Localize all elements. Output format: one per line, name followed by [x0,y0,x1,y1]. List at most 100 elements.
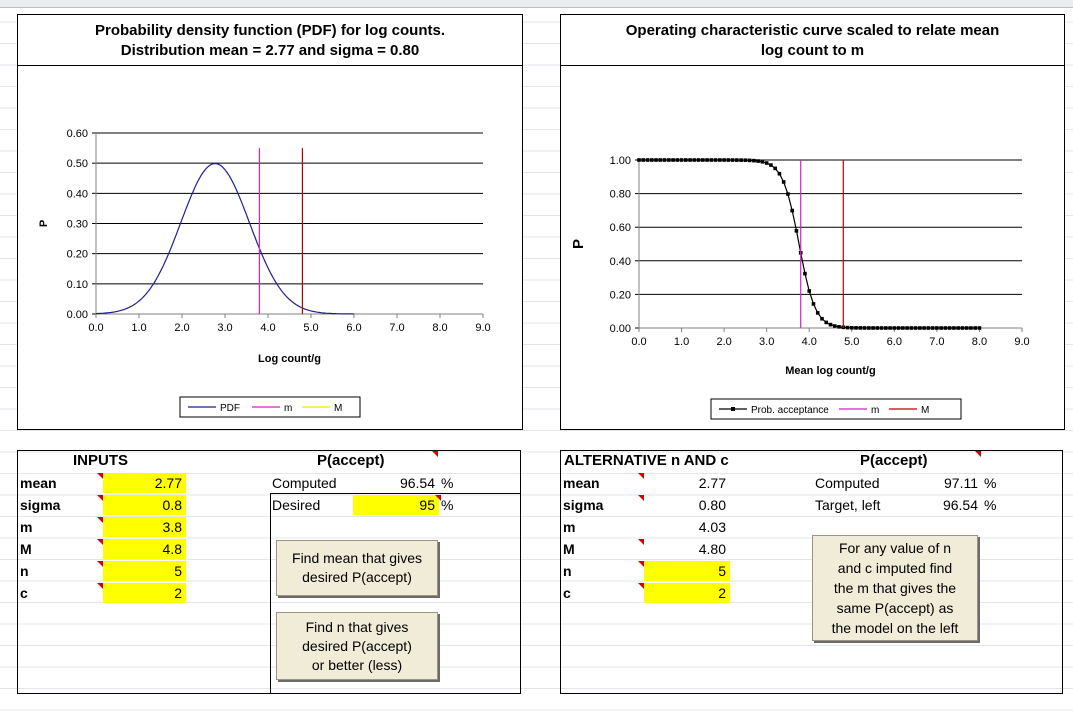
alt-label-c: c [563,585,571,601]
alternative-section [560,450,1063,694]
input-c-cell[interactable]: 2 [97,583,186,603]
x-tick-label: 5.0 [844,336,859,348]
y-tick-label: 0.40 [67,188,88,200]
x-tick-label: 9.0 [475,322,490,334]
acceptance-point [845,325,850,330]
y-axis-title: P [570,239,587,249]
y-tick-label: 0.20 [67,249,88,261]
paccept-comment-marker [430,451,438,457]
y-tick-label: 0.60 [610,222,631,234]
acceptance-point [654,158,658,162]
x-tick-label: 8.0 [432,322,447,334]
input-label-sigma: sigma [20,497,61,513]
alt-n-input[interactable]: 5 [638,561,730,581]
paccept-box [270,493,521,694]
acceptance-point [666,158,671,162]
find-n-button[interactable]: Find n that gives desired P(accept) or b… [276,612,438,680]
acceptance-point [649,158,654,162]
x-tick-label: 6.0 [346,322,361,334]
oc-chart-panel[interactable]: Operating characteristic curve scaled to… [560,14,1065,430]
alt-label-mean: mean [563,475,600,491]
input-label-c: c [20,585,28,601]
acceptance-point [807,289,812,293]
alt-computed-value: 97.11 [944,475,978,491]
inputs-header: INPUTS [73,452,129,469]
acceptance-point [760,159,765,164]
alt-find-m-button[interactable]: For any value of n and c imputed find th… [812,535,978,641]
x-tick-label: 4.0 [802,336,817,348]
computed-label: Computed [272,475,337,491]
acceptance-point [709,158,714,162]
y-tick-label: 0.20 [610,289,631,301]
input-sigma-cell[interactable]: 0.8 [97,495,186,515]
x-tick-label: 2.0 [716,336,731,348]
acceptance-point [837,325,841,329]
acceptance-point [718,158,722,162]
acceptance-point [956,326,960,330]
y-tick-label: 0.60 [67,128,88,140]
acceptance-point [777,171,782,176]
input-M-cell[interactable]: 4.8 [97,539,186,559]
legend-label-prob: Prob. acceptance [751,405,829,416]
y-tick-label: 0.00 [610,323,631,335]
x-tick-label: 1.0 [131,322,146,334]
acceptance-point [901,326,905,330]
alt-computed-pct: % [984,475,997,491]
legend-box [710,398,962,420]
acceptance-point [824,320,829,325]
series-pdf-line [95,162,355,315]
acceptance-point [726,158,731,162]
alt-label-M: M [563,541,575,557]
acceptance-point [658,158,663,162]
acceptance-point [905,326,909,330]
oc-title-line2: log count to m [760,42,865,59]
acceptance-point [926,326,931,330]
acceptance-point [645,158,650,162]
y-tick-label: 0.80 [610,189,631,201]
input-label-m: m [20,519,33,535]
acceptance-point [675,158,680,162]
acceptance-point [637,158,641,162]
x-tick-label: 3.0 [217,322,232,334]
alt-label-m: m [563,519,576,535]
y-axis-title: P [38,220,50,227]
find-mean-button-label: Find mean that gives desired P(accept) [292,550,422,585]
input-mean-cell[interactable]: 2.77 [97,473,186,493]
acceptance-point [849,325,854,330]
x-axis-title: Mean log count/g [785,365,875,377]
pdf-chart-panel[interactable]: Probability density function (PDF) for l… [17,14,523,430]
acceptance-point [722,158,726,162]
acceptance-point [943,326,948,330]
find-mean-button[interactable]: Find mean that gives desired P(accept) [276,540,438,596]
alt-c-input[interactable]: 2 [638,583,730,603]
find-n-button-label: Find n that gives desired P(accept) or b… [302,618,412,673]
x-axis-title: Log count/g [258,353,321,365]
acceptance-point [909,326,914,330]
acceptance-point [684,158,688,162]
desired-input[interactable]: 95 [353,495,441,515]
x-tick-label: 7.0 [389,322,404,334]
acceptance-point [960,326,965,330]
x-tick-label: 7.0 [929,336,944,348]
x-tick-label: 5.0 [303,322,318,334]
acceptance-point [828,322,833,327]
input-m-cell[interactable]: 3.8 [97,517,186,537]
acceptance-point [862,326,867,330]
legend-label-M: M [921,405,929,416]
acceptance-point [743,158,748,163]
alternative-header: ALTERNATIVE n AND c [564,452,729,469]
input-label-mean: mean [20,475,57,491]
input-n-cell[interactable]: 5 [97,561,186,581]
alt-target-label: Target, left [815,497,881,513]
x-tick-label: 0.0 [88,322,103,334]
y-tick-label: 1.00 [610,155,631,167]
pdf-title-line2: Distribution mean = 2.77 and sigma = 0.8… [120,42,420,59]
acceptance-point [820,316,824,321]
x-tick-label: 4.0 [260,322,275,334]
x-tick-label: 0.0 [631,336,646,348]
oc-chart-title: Operating characteristic curve scaled to… [561,21,1064,61]
series-acceptance-line [639,159,980,329]
pdf-title-line1: Probability density function (PDF) for l… [95,22,445,39]
column-header-strip [0,0,1073,8]
acceptance-point [811,302,816,306]
